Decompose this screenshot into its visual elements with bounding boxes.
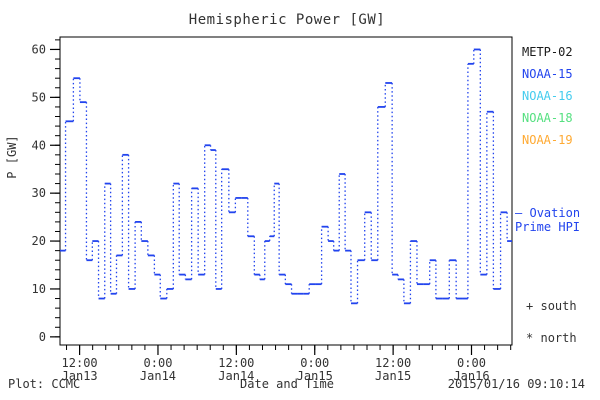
x-tick-time-label: 0:00	[457, 356, 486, 370]
x-tick-date-label: Jan16	[453, 369, 489, 383]
legend-north-marker: * north	[526, 331, 577, 345]
line-style-sample-icon: —	[515, 206, 523, 220]
y-tick-label: 20	[32, 234, 46, 248]
legend-item-noaa16: NOAA-16	[522, 89, 573, 103]
x-tick-date-label: Jan14	[140, 369, 176, 383]
y-tick-label: 40	[32, 138, 46, 152]
legend-item-noaa19: NOAA-19	[522, 133, 573, 147]
legend-item-metp02: METP-02	[522, 45, 573, 59]
y-tick-label: 10	[32, 282, 46, 296]
y-tick-label: 0	[39, 330, 46, 344]
ovation-label-line1: Ovation	[529, 206, 581, 220]
legend-item-noaa18: NOAA-18	[522, 111, 573, 125]
x-tick-date-label: Jan15	[297, 369, 333, 383]
y-tick-label: 50	[32, 90, 46, 104]
x-tick-date-label: Jan13	[62, 369, 98, 383]
plot-frame	[59, 36, 513, 346]
x-tick-time-label: 12:00	[375, 356, 411, 370]
legend-south-marker: + south	[526, 299, 577, 313]
chart-title: Hemispheric Power [GW]	[188, 12, 386, 28]
x-tick-time-label: 0:00	[144, 356, 173, 370]
y-tick-label: 30	[32, 186, 46, 200]
south-label: south	[540, 299, 577, 313]
x-tick-date-label: Jan15	[375, 369, 411, 383]
x-axis-title: Date and Time	[240, 377, 334, 391]
legend-item-noaa15: NOAA-15	[522, 67, 573, 81]
x-tick-date-label: Jan14	[218, 369, 254, 383]
x-tick-time-label: 12:00	[62, 356, 98, 370]
asterisk-symbol-icon: *	[526, 331, 534, 345]
plus-symbol-icon: +	[526, 299, 534, 313]
x-tick-time-label: 0:00	[300, 356, 329, 370]
x-tick-time-label: 12:00	[218, 356, 254, 370]
plot-source-label: Plot: CCMC	[8, 377, 81, 391]
north-label: north	[540, 331, 577, 345]
y-tick-label: 60	[32, 42, 46, 56]
ovation-label-line2: Prime HPI	[515, 220, 581, 234]
plot-timestamp: 2015/01/16 09:10:14	[447, 377, 585, 391]
ovation-prime-hpi-label: — Ovation Prime HPI	[515, 206, 580, 234]
